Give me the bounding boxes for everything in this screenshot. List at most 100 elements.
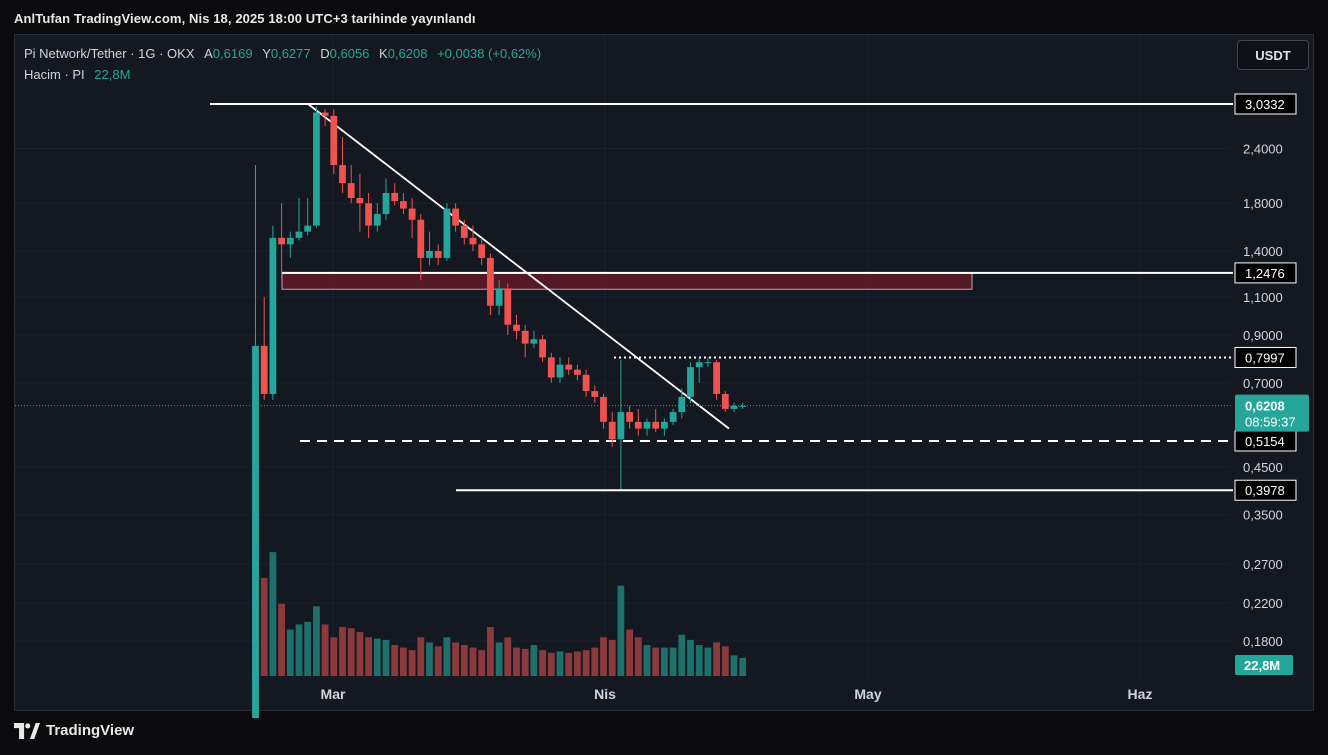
volume-bar <box>591 647 599 676</box>
candle-body <box>417 219 425 258</box>
volume-bars <box>252 516 747 676</box>
candle-body <box>330 115 338 166</box>
volume-bar <box>704 647 712 676</box>
candle-body <box>487 257 494 306</box>
volume-bar <box>400 647 407 676</box>
volume-bar <box>600 637 607 676</box>
candle-body <box>347 183 355 199</box>
price-label-text: 1,2476 <box>1245 266 1285 281</box>
price-label-text: 3,0332 <box>1245 97 1285 112</box>
price-label-text: 0,5154 <box>1245 434 1285 449</box>
candle-body <box>365 203 372 226</box>
volume-bar <box>408 650 416 676</box>
volume-bar <box>582 650 590 676</box>
volume-bar <box>634 637 642 676</box>
price-label-box <box>1234 479 1297 501</box>
volume-bar <box>434 646 442 676</box>
volume-bar <box>426 642 433 676</box>
currency-button[interactable]: USDT <box>1237 40 1309 70</box>
candle-body <box>643 421 651 429</box>
price-tick-label: 2,4000 <box>1243 142 1283 157</box>
volume-bar <box>626 629 633 676</box>
volume-bar <box>617 585 625 676</box>
chart-frame[interactable] <box>14 34 1314 711</box>
published-info: AnlTufan TradingView.com, Nis 18, 2025 1… <box>14 11 476 26</box>
candle-body <box>391 192 399 202</box>
candle-body <box>321 112 329 116</box>
candle-body <box>286 237 294 245</box>
low-value: 0,6056 <box>329 46 370 61</box>
volume-bar <box>539 650 546 676</box>
open-label: A <box>204 46 213 61</box>
candle-body <box>452 208 459 226</box>
volume-bar <box>356 632 364 676</box>
candle-body <box>547 357 555 378</box>
volume-bar <box>652 647 660 676</box>
price-tick-label: 1,4000 <box>1243 244 1283 259</box>
volume-bar <box>417 637 425 676</box>
volume-bar <box>286 629 294 676</box>
price-tick-label: 0,4500 <box>1243 460 1283 475</box>
price-tick-label: 0,2700 <box>1243 557 1283 572</box>
candle-body <box>269 237 277 394</box>
volume-bar <box>504 637 512 676</box>
candle-body <box>608 421 616 440</box>
candle-body <box>739 405 747 407</box>
footer-brand: TradingView <box>46 722 135 739</box>
last-volume-badge <box>1235 655 1293 675</box>
candle-body <box>713 362 720 394</box>
volume-bar <box>547 652 555 676</box>
candle-body <box>469 237 477 245</box>
close-label: K <box>379 46 388 61</box>
candle-body <box>582 374 590 392</box>
candle-body <box>339 165 346 184</box>
volume-bar <box>339 626 346 676</box>
price-tick-label: 0,1800 <box>1243 634 1283 649</box>
volume-label[interactable]: Hacim · PI <box>24 67 85 82</box>
candle-body <box>495 288 503 306</box>
volume-bar <box>469 647 477 676</box>
candle-body <box>513 324 520 331</box>
volume-bar <box>365 637 372 676</box>
candle-body <box>634 421 642 429</box>
price-label-box <box>1234 93 1297 115</box>
candle-body <box>408 208 416 220</box>
candle-body <box>373 214 381 226</box>
volume-bar <box>574 651 581 676</box>
volume-bar <box>452 642 459 676</box>
price-tick-label: 0,9000 <box>1243 328 1283 343</box>
candle-body <box>426 250 433 258</box>
candles <box>252 106 747 719</box>
price-tick-label: 1,1000 <box>1243 290 1283 305</box>
candle-body <box>721 393 729 409</box>
time-tick-label: Mar <box>321 686 346 702</box>
volume-bar <box>391 645 399 676</box>
volume-bar <box>678 634 686 676</box>
volume-bar <box>513 647 520 676</box>
volume-bar <box>643 645 651 676</box>
candle-body <box>521 330 529 344</box>
volume-bar <box>495 642 503 676</box>
tradingview-logo-icon <box>14 722 40 739</box>
symbol-title[interactable]: Pi Network/Tether · 1G · OKX <box>24 46 195 61</box>
volume-bar <box>460 645 468 676</box>
price-label-box <box>1234 262 1297 284</box>
volume-bar <box>443 637 451 676</box>
candle-body <box>730 405 738 409</box>
candle-body <box>460 225 468 238</box>
volume-bar <box>295 624 303 676</box>
price-label-text: 0,3978 <box>1245 483 1285 498</box>
top-bar: AnlTufan TradingView.com, Nis 18, 2025 1… <box>0 0 1328 34</box>
candle-body <box>539 339 546 358</box>
candle-body <box>687 367 694 397</box>
price-tick-label: 0,2200 <box>1243 596 1283 611</box>
candle-body <box>313 112 320 226</box>
candle-body <box>652 421 660 429</box>
last-price-text: 0,6208 <box>1245 399 1285 414</box>
volume-bar <box>669 647 677 676</box>
volume-bar <box>521 648 529 676</box>
high-value: 0,6277 <box>270 46 311 61</box>
candle-body <box>695 362 703 368</box>
footer-branding: TradingView <box>14 722 134 739</box>
